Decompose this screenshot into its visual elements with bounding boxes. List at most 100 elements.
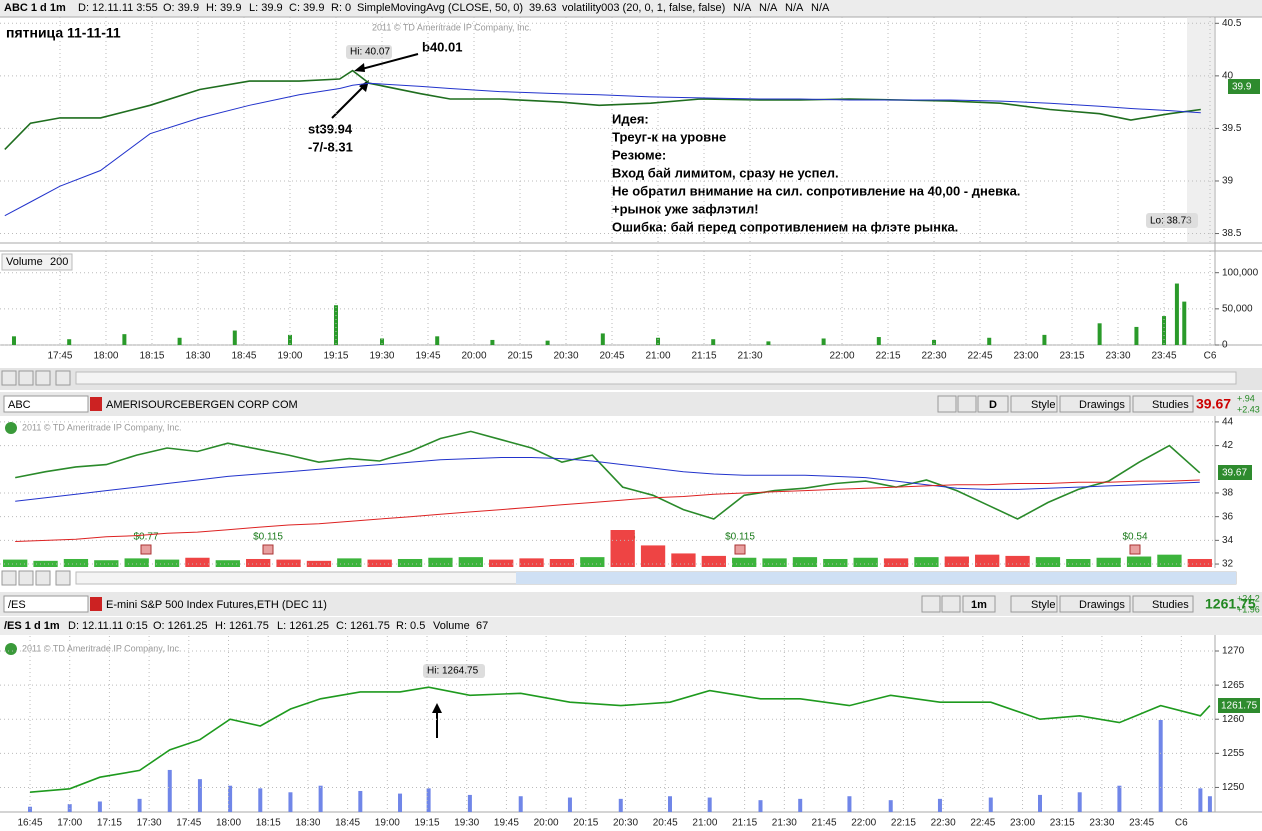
x-tick-label: 18:00 [93, 351, 118, 362]
volume-bar [798, 798, 803, 812]
symbol-input[interactable] [3, 395, 89, 413]
x-tick-label: 21:15 [732, 818, 757, 829]
period-button[interactable] [977, 395, 1009, 413]
x-tick-label: 19:15 [323, 351, 348, 362]
price-tag-label: 1261.75 [1221, 701, 1258, 712]
price-tag [1218, 698, 1260, 713]
y-tick-label: 1250 [1222, 782, 1245, 793]
x-tick-label: 21:30 [737, 351, 762, 362]
info-icon[interactable] [5, 422, 17, 434]
scroll-thumb[interactable] [516, 572, 1236, 584]
volume-bar [1035, 557, 1061, 567]
dividends: $0.77$0.115$0.36$0.115$0.54 [133, 532, 1148, 555]
x-tick-label: 20:15 [573, 818, 598, 829]
volume-bar [519, 558, 544, 567]
dividend-icon [1129, 544, 1141, 555]
y-tick-label: 32 [1222, 559, 1234, 570]
volume-label: Volume [6, 256, 43, 268]
x-tick-label: 19:00 [277, 351, 302, 362]
hi-label: Hi: 40.07 [350, 47, 390, 58]
volume-bar [122, 334, 127, 345]
zoom-tools[interactable] [1, 370, 71, 586]
x-tick-label: 23:15 [1060, 351, 1085, 362]
x-tick-label: 23:45 [1152, 351, 1177, 362]
symbol: ABC 1 d 1m [4, 2, 66, 14]
note-line: Идея: [612, 111, 649, 126]
volume-bar [428, 557, 453, 567]
x-tick-label: 19:30 [369, 351, 394, 362]
volume-bar [1158, 720, 1163, 812]
x-tick-label: 18:30 [295, 818, 320, 829]
watermark: 2011 © TD Ameritrade IP Company, Inc. [372, 22, 532, 32]
x-tick-label: С6 [1175, 818, 1188, 829]
volume-bar [398, 793, 403, 812]
drawings-button[interactable] [1059, 395, 1131, 413]
note-line: +рынок уже зафлэтил! [612, 201, 759, 216]
volume-bar [758, 800, 763, 812]
volume-bar [792, 557, 818, 567]
style: Style [1031, 399, 1055, 411]
x-tick-label: 22:45 [970, 818, 995, 829]
price-tag [1228, 79, 1260, 94]
studies-button[interactable] [1132, 595, 1194, 613]
y-tick-label: 1255 [1222, 748, 1245, 759]
volume-bar [33, 560, 58, 567]
range: R: 0.5 [396, 620, 425, 632]
x-tick-label: 20:15 [507, 351, 532, 362]
style-button[interactable] [1010, 595, 1058, 613]
note-line: Не обратил внимание на сил. сопротивлени… [612, 183, 1020, 198]
volume-bar [707, 797, 712, 812]
y-tick-label: 40 [1222, 71, 1234, 82]
hi-box [346, 45, 392, 59]
open: O: 1261.25 [153, 620, 207, 632]
volume-bar [458, 557, 483, 567]
volume-bar [232, 330, 237, 345]
volume-bar [1042, 334, 1047, 345]
tool-button[interactable] [941, 595, 961, 613]
volume-bar [489, 559, 514, 567]
drawings: Drawings [1079, 399, 1125, 411]
period: D [989, 399, 997, 411]
volume-bar [876, 337, 881, 345]
x-tick-label: 18:45 [335, 818, 360, 829]
x-tick-label: 23:30 [1089, 818, 1114, 829]
drawings-button[interactable] [1059, 595, 1131, 613]
dividend-label: $0.77 [133, 532, 158, 543]
change: +.94 [1237, 393, 1255, 403]
price-line [4, 69, 1201, 150]
volume-bar [258, 788, 263, 812]
scrollbar[interactable] [75, 371, 1237, 385]
volume-bar [600, 333, 605, 345]
price-tag [1218, 465, 1252, 480]
arrow-head [354, 63, 365, 72]
y-tick-label: 42 [1222, 440, 1234, 451]
x-tick-label: 20:30 [613, 818, 638, 829]
drawings: Drawings [1079, 599, 1125, 611]
x-tick-label: 19:45 [415, 351, 440, 362]
tool-button[interactable] [937, 395, 957, 413]
style-button[interactable] [1010, 395, 1058, 413]
arrow-head [359, 80, 369, 92]
y-tick-label: 100,000 [1222, 267, 1259, 278]
watermark: 2011 © TD Ameritrade IP Company, Inc. [22, 643, 182, 653]
x-tick-label: 19:00 [375, 818, 400, 829]
tool-button[interactable] [957, 395, 977, 413]
volume-bar [853, 557, 878, 567]
low: L: 39.9 [249, 2, 283, 14]
y-tick-label: 38.5 [1222, 228, 1242, 239]
volume-bar [1096, 557, 1121, 567]
day-label: пятница 11-11-11 [6, 25, 121, 41]
volume-bar [821, 338, 826, 345]
volume-bar [28, 806, 33, 812]
info-icon[interactable] [5, 643, 17, 655]
studies-button[interactable] [1132, 395, 1194, 413]
tool-button[interactable] [921, 595, 941, 613]
volume-bar [137, 798, 142, 812]
symbol: /ES 1 d 1m [4, 620, 60, 632]
volume-bar [732, 557, 757, 567]
volume-bar [337, 558, 362, 567]
symbol-input[interactable] [3, 595, 89, 613]
period-button[interactable] [962, 595, 996, 613]
x-tick-label: 17:45 [47, 351, 72, 362]
